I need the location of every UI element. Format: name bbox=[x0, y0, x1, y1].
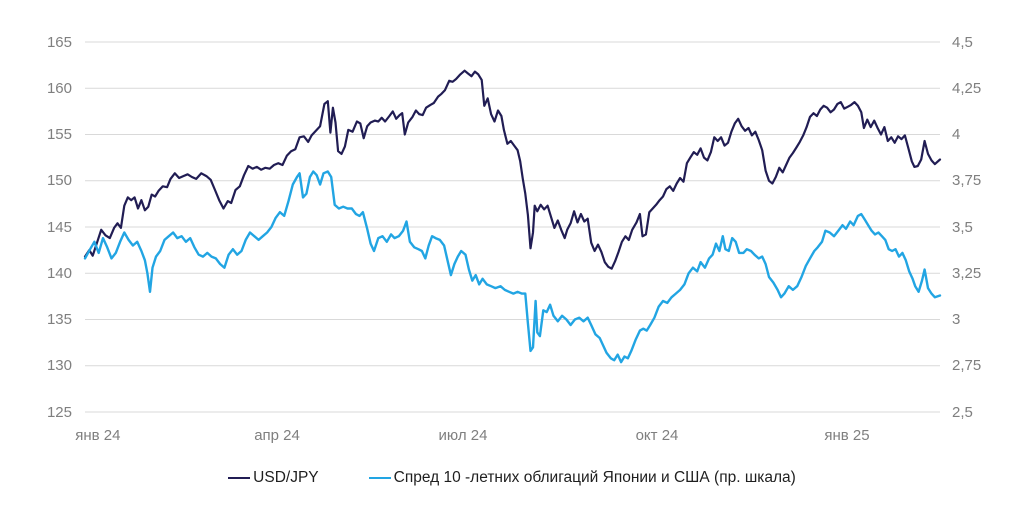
y-right-tick-label: 4,25 bbox=[952, 79, 982, 97]
legend-line-marker bbox=[228, 476, 251, 480]
x-tick-label: янв 24 bbox=[75, 427, 121, 444]
y-right-tick-label: 3,25 bbox=[952, 264, 982, 282]
y-left-tick-label: 150 bbox=[46, 172, 72, 190]
y-left-tick-label: 155 bbox=[46, 126, 72, 143]
y-right-tick-label: 2,75 bbox=[952, 357, 982, 375]
x-tick-label: июл 24 bbox=[438, 427, 488, 444]
y-left-tick-label: 160 bbox=[46, 79, 72, 97]
y-right-tick-label: 3,5 bbox=[952, 218, 973, 236]
y-right-tick-label: 3 bbox=[952, 311, 961, 328]
y-left-tick-label: 135 bbox=[46, 311, 72, 328]
legend-line-marker bbox=[368, 476, 391, 480]
y-left-tick-label: 125 bbox=[46, 403, 72, 421]
legend-item-spread: Спред 10 -летних облигаций Японии и США … bbox=[368, 469, 796, 487]
y-left-tick-label: 130 bbox=[46, 357, 72, 375]
legend-label: Спред 10 -летних облигаций Японии и США … bbox=[393, 469, 796, 486]
legend-item-usdjpy: USD/JPY bbox=[228, 469, 319, 487]
gridlines bbox=[85, 41, 940, 413]
legend-label: USD/JPY bbox=[253, 469, 319, 486]
y-right-tick-label: 2,5 bbox=[952, 403, 973, 421]
series-lines bbox=[83, 69, 942, 364]
y-left-tick-label: 140 bbox=[46, 264, 72, 282]
y-right-tick-label: 4 bbox=[952, 126, 961, 143]
series-line-spread bbox=[83, 170, 942, 364]
chart-legend: USD/JPY Спред 10 -летних облигаций Японии… bbox=[0, 469, 1024, 487]
y-left-tick-label: 145 bbox=[46, 218, 72, 236]
y-right-tick-label: 3,75 bbox=[952, 172, 982, 190]
series-line-usdjpy bbox=[83, 69, 942, 270]
x-tick-label: окт 24 bbox=[635, 427, 679, 444]
y-right-tick-label: 4,5 bbox=[952, 33, 973, 51]
x-tick-label: янв 25 bbox=[824, 427, 870, 444]
x-tick-label: апр 24 bbox=[254, 427, 300, 444]
y-left-tick-label: 165 bbox=[46, 33, 72, 51]
